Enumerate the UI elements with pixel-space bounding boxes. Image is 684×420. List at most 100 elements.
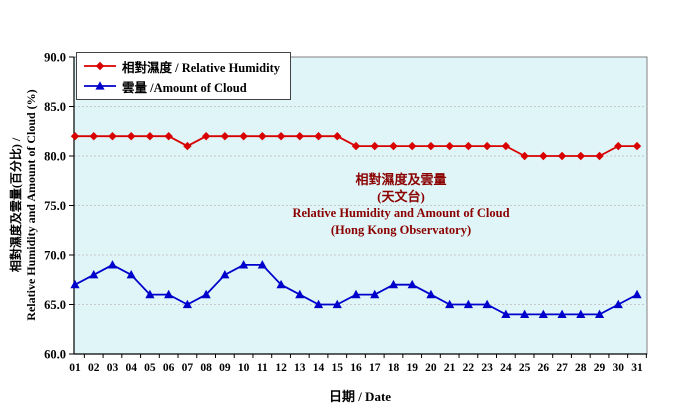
diamond-marker xyxy=(127,132,136,141)
x-tick-label: 16 xyxy=(350,362,362,374)
triangle-marker xyxy=(520,309,530,318)
legend-diamond-icon xyxy=(84,61,116,71)
diamond-marker xyxy=(426,141,436,151)
diamond-marker xyxy=(576,151,585,161)
x-tick-label: 24 xyxy=(500,362,512,374)
x-tick-label: 01 xyxy=(69,362,81,374)
x-tick-label: 06 xyxy=(163,362,175,374)
diamond-marker xyxy=(445,141,454,151)
triangle-marker xyxy=(201,289,211,299)
x-tick-label: 30 xyxy=(613,362,625,374)
x-tick-label: 09 xyxy=(219,362,231,374)
y-axis-title-zh: 相對濕度及雲量(百分比) / xyxy=(9,137,23,273)
x-tick-label: 04 xyxy=(125,362,137,374)
diamond-marker xyxy=(351,141,361,151)
x-tick-label: 23 xyxy=(481,362,493,374)
x-tick-label: 08 xyxy=(200,362,212,374)
legend-triangle-icon xyxy=(84,81,116,90)
chart-title-annotation: 相對濕度及雲量 (天文台) Relative Humidity and Amou… xyxy=(292,171,509,239)
diamond-marker xyxy=(520,151,529,161)
diamond-marker xyxy=(108,132,117,141)
triangle-marker xyxy=(445,299,455,309)
diamond-marker xyxy=(183,141,192,151)
triangle-marker xyxy=(313,299,324,309)
diamond-marker xyxy=(333,132,342,141)
triangle-marker xyxy=(463,299,473,309)
diamond-marker xyxy=(557,151,567,161)
x-tick-label: 05 xyxy=(144,362,156,374)
triangle-marker xyxy=(370,289,380,299)
diamond-marker xyxy=(89,132,98,141)
triangle-marker xyxy=(557,309,567,318)
x-tick-label: 02 xyxy=(88,362,100,374)
annotation-line-en-1: Relative Humidity and Amount of Cloud xyxy=(292,206,510,220)
diamond-marker xyxy=(370,141,379,151)
x-tick-label: 17 xyxy=(369,362,381,374)
y-axis-ticks: 90.0 85.0 80.0 75.0 70.0 65.0 60.0 xyxy=(44,51,74,362)
x-axis-title: 日期 / Date xyxy=(328,389,392,404)
y-tick-label: 75.0 xyxy=(44,199,66,213)
annotation-line-zh-1: 相對濕度及雲量 xyxy=(355,172,447,187)
triangle-marker xyxy=(594,309,605,318)
diamond-marker xyxy=(164,132,173,141)
diamond-marker xyxy=(258,132,267,141)
triangle-marker xyxy=(632,289,642,299)
diamond-marker xyxy=(389,141,398,151)
triangle-marker xyxy=(295,289,305,299)
triangle-marker xyxy=(239,260,249,269)
x-tick-label: 22 xyxy=(463,362,475,374)
diamond-marker xyxy=(201,132,211,141)
diamond-marker xyxy=(70,132,80,141)
triangle-marker xyxy=(89,270,99,279)
legend: 相對濕度 / Relative Humidity 雲量 /Amount of Cl… xyxy=(76,52,291,100)
y-axis-title: 相對濕度及雲量(百分比) / Relative Humidity and Amo… xyxy=(9,35,39,375)
series-humidity xyxy=(70,132,642,161)
x-tick-label: 12 xyxy=(275,362,287,374)
triangle-marker xyxy=(351,289,361,299)
triangle-marker xyxy=(126,270,136,279)
x-tick-label: 29 xyxy=(594,362,606,374)
legend-item-label: 雲量 /Amount of Cloud xyxy=(122,80,247,95)
diamond-marker xyxy=(501,141,511,151)
diamond-marker xyxy=(314,132,323,141)
triangle-marker xyxy=(613,299,623,309)
y-tick-label: 60.0 xyxy=(44,348,66,362)
triangle-marker xyxy=(182,299,192,309)
y-axis-title-en: Relative Humidity and Amount of Cloud (%… xyxy=(24,89,38,321)
y-tick-label: 65.0 xyxy=(44,298,66,312)
triangle-marker xyxy=(164,289,174,299)
diamond-marker xyxy=(482,141,492,151)
triangle-marker xyxy=(407,279,417,289)
series-cloud xyxy=(70,260,642,318)
triangle-marker xyxy=(145,289,155,299)
diamond-marker xyxy=(595,151,604,161)
diamond-marker xyxy=(614,141,623,151)
diamond-marker xyxy=(220,132,230,141)
legend-item-label: 相對濕度 / Relative Humidity xyxy=(122,60,280,75)
x-tick-label: 07 xyxy=(182,362,194,374)
x-tick-label: 14 xyxy=(313,362,325,374)
diamond-marker xyxy=(145,132,155,141)
x-tick-label: 27 xyxy=(556,362,568,374)
triangle-marker xyxy=(426,289,436,299)
x-tick-label: 10 xyxy=(238,362,250,374)
x-tick-label: 11 xyxy=(257,362,268,374)
triangle-marker xyxy=(501,309,511,318)
triangle-marker xyxy=(538,309,548,318)
legend-item: 相對濕度 / Relative Humidity xyxy=(83,56,280,76)
y-tick-label: 80.0 xyxy=(44,150,66,164)
x-tick-label: 31 xyxy=(631,362,643,374)
diamond-marker xyxy=(276,132,286,141)
x-tick-label: 28 xyxy=(575,362,587,374)
diamond-marker xyxy=(95,61,105,71)
triangle-marker xyxy=(388,279,399,289)
x-tick-label: 18 xyxy=(388,362,400,374)
annotation-line-zh-2: (天文台) xyxy=(377,189,425,204)
triangle-marker xyxy=(576,309,586,318)
diamond-marker xyxy=(408,141,417,151)
triangle-marker xyxy=(482,299,492,309)
y-tick-label: 90.0 xyxy=(44,51,66,65)
diamond-marker xyxy=(464,141,473,151)
triangle-marker xyxy=(257,260,267,269)
